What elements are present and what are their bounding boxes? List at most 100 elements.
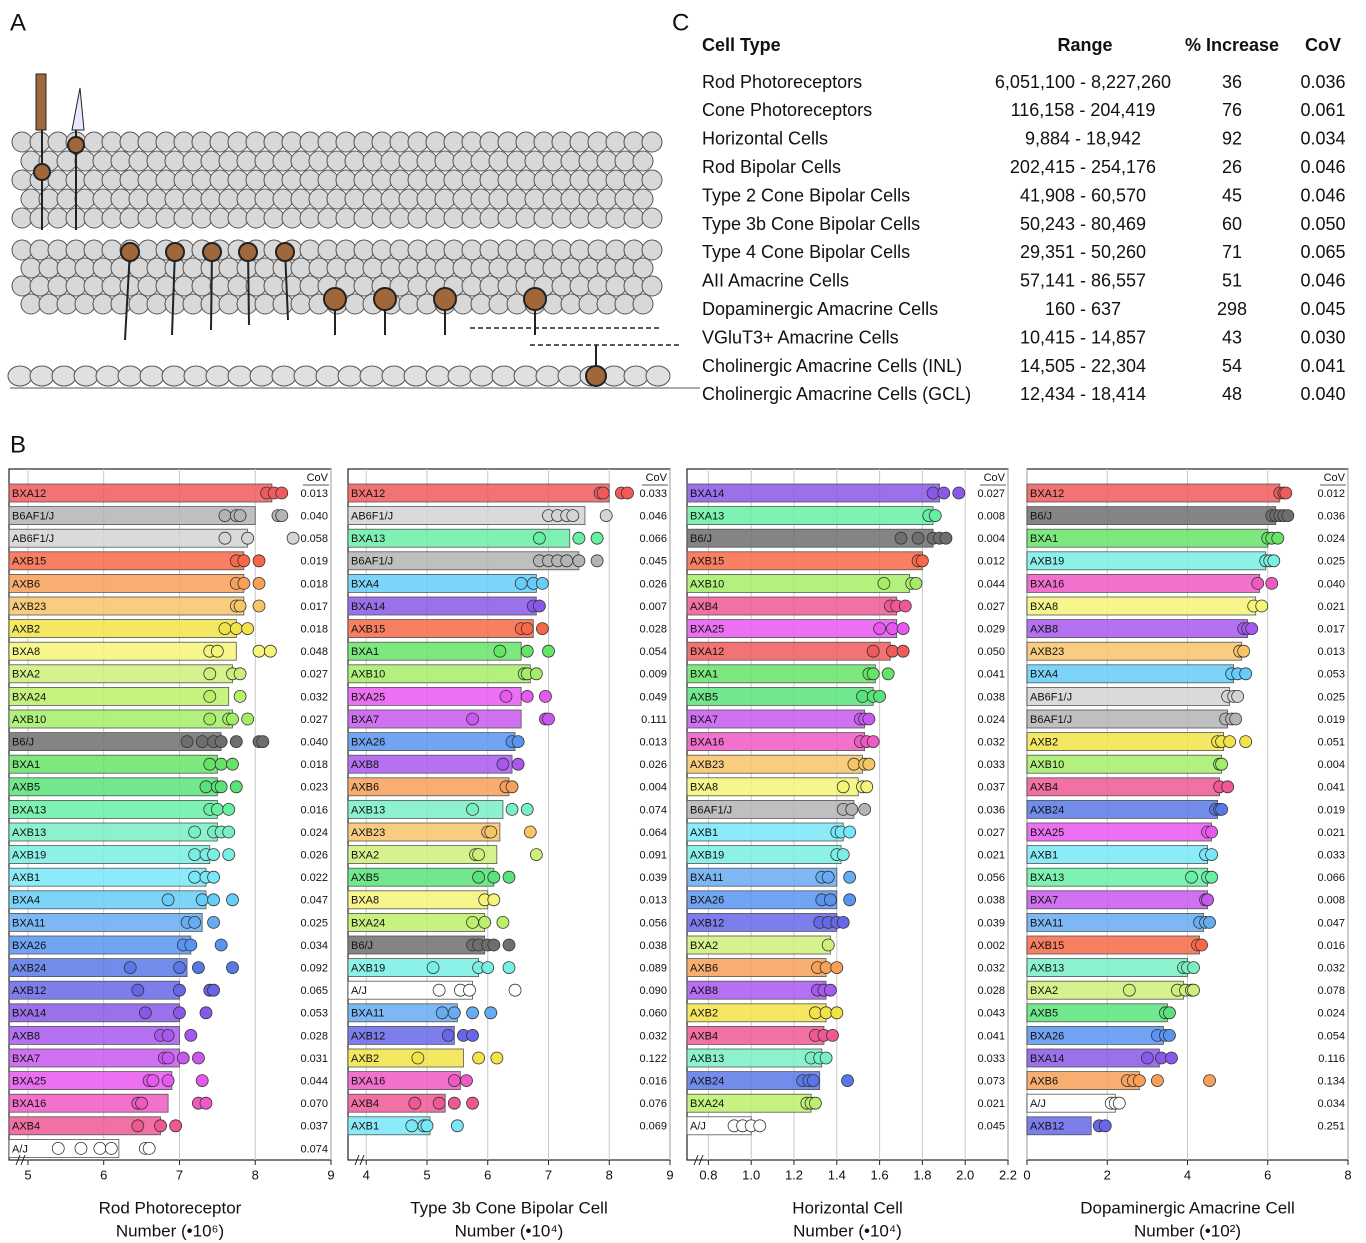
strain-label: BXA26 (351, 737, 385, 749)
cell (371, 169, 393, 191)
strain-label: AXB12 (351, 1030, 385, 1042)
bar (8, 1026, 180, 1045)
data-point (466, 1096, 479, 1110)
cov-value: 0.047 (300, 895, 328, 907)
cell (254, 257, 276, 279)
cov-value: 0.028 (300, 1030, 328, 1042)
cov-value: 0.024 (1317, 533, 1345, 545)
cov-value: 0.032 (639, 1030, 667, 1042)
cell (326, 150, 348, 172)
cov-header: CoV (1324, 472, 1346, 484)
cell (290, 188, 312, 210)
strain-label: AXB10 (12, 714, 46, 726)
table-cell: 160 - 637 (1045, 299, 1121, 319)
cell (569, 169, 591, 191)
cov-value: 0.032 (1317, 963, 1345, 975)
cell (263, 169, 285, 191)
strain-label: AXB13 (351, 804, 385, 816)
cov-value: 0.033 (977, 1053, 1005, 1065)
cell (335, 169, 357, 191)
cov-value: 0.111 (641, 714, 667, 726)
data-point (847, 757, 861, 771)
cell (281, 131, 303, 153)
cell (542, 257, 564, 279)
strain-label: AXB1 (351, 1121, 379, 1133)
cell (92, 293, 114, 315)
data-point (226, 757, 239, 771)
data-point (123, 961, 137, 974)
strain-label: AXB6 (690, 963, 718, 975)
x-tick-label: 0.8 (699, 1167, 717, 1182)
cov-header: CoV (646, 472, 668, 484)
strain-label: A/J (1030, 1098, 1046, 1110)
cell (398, 188, 420, 210)
cov-value: 0.078 (1317, 985, 1345, 997)
cov-value: 0.032 (977, 737, 1005, 749)
cell (326, 188, 348, 210)
data-point (836, 916, 850, 929)
cov-value: 0.017 (1317, 624, 1345, 636)
strain-label: AXB15 (1030, 940, 1064, 952)
cell (398, 293, 420, 315)
cell (173, 131, 195, 153)
table-cell: Type 4 Cone Bipolar Cells (702, 242, 910, 262)
cell (542, 150, 564, 172)
cell (488, 257, 510, 279)
bar (686, 483, 940, 503)
strain-label: AXB4 (12, 1121, 40, 1133)
cell (551, 207, 573, 229)
data-point (478, 916, 492, 929)
cell (371, 239, 393, 261)
cov-value: 0.027 (300, 669, 328, 681)
cell (403, 365, 429, 387)
data-point (435, 1006, 449, 1020)
cell (92, 257, 114, 279)
cell (227, 169, 249, 191)
data-point (1187, 961, 1200, 974)
data-point (481, 961, 495, 974)
cov-value: 0.056 (977, 872, 1005, 884)
strain-label: BXA11 (351, 1008, 384, 1020)
data-point (199, 1096, 213, 1110)
cell (119, 207, 141, 229)
data-point (1245, 622, 1259, 635)
data-point (532, 531, 546, 545)
data-point (203, 757, 217, 771)
data-point (420, 1119, 434, 1133)
data-point (511, 757, 525, 771)
cov-value: 0.056 (639, 917, 667, 929)
table-cell: 26 (1222, 157, 1242, 177)
cell (407, 275, 429, 297)
cell (155, 207, 177, 229)
data-point (1163, 1029, 1176, 1042)
cov-value: 0.039 (977, 917, 1005, 929)
cov-value: 0.012 (977, 556, 1005, 568)
cell (452, 188, 474, 210)
cell (542, 188, 564, 210)
table-cell: AII Amacrine Cells (702, 271, 849, 291)
cov-value: 0.041 (977, 669, 1005, 681)
data-point (866, 644, 880, 658)
x-axis-label: Number (•10⁴) (793, 1221, 902, 1240)
cell (578, 188, 600, 210)
bar (1026, 528, 1269, 548)
cell (362, 257, 384, 279)
data-point (447, 1096, 461, 1110)
data-point (180, 735, 194, 748)
data-point (809, 1006, 822, 1020)
data-point (806, 1074, 820, 1087)
cell (461, 207, 483, 229)
cell (596, 150, 618, 172)
data-point (514, 577, 528, 590)
cov-value: 0.064 (639, 827, 667, 839)
strain-label: A/J (12, 1143, 28, 1155)
cell (183, 365, 209, 387)
cell (596, 257, 618, 279)
cov-value: 0.053 (300, 1008, 328, 1020)
cell (119, 275, 141, 297)
x-tick-label: 0 (1023, 1167, 1030, 1182)
data-point (843, 825, 857, 839)
data-point (203, 690, 217, 703)
cell (488, 293, 510, 315)
